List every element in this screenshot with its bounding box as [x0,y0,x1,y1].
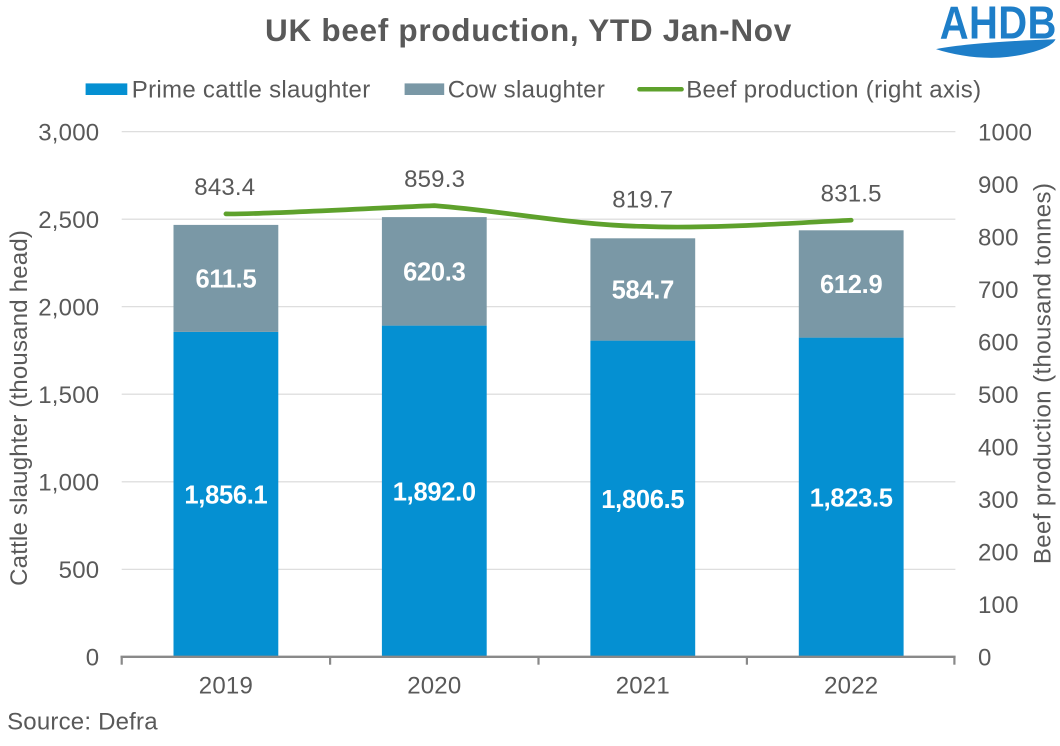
svg-text:2,000: 2,000 [38,295,99,322]
svg-text:831.5: 831.5 [821,180,882,207]
svg-text:500: 500 [59,557,100,584]
svg-text:819.7: 819.7 [612,187,673,214]
svg-text:620.3: 620.3 [403,259,465,287]
svg-text:300: 300 [978,487,1019,514]
svg-text:Cow slaughter: Cow slaughter [448,77,605,104]
svg-text:612.9: 612.9 [820,271,882,299]
svg-text:1,892.0: 1,892.0 [393,478,476,506]
svg-text:2021: 2021 [616,673,670,700]
svg-text:900: 900 [978,172,1019,199]
svg-text:500: 500 [978,382,1019,409]
svg-text:2022: 2022 [824,673,878,700]
svg-text:700: 700 [978,277,1019,304]
svg-text:859.3: 859.3 [404,166,465,193]
svg-text:2020: 2020 [407,673,461,700]
svg-text:1000: 1000 [978,120,1032,147]
svg-text:1,500: 1,500 [38,382,99,409]
svg-text:Source: Defra: Source: Defra [7,709,158,736]
svg-text:Beef production (thousand tonn: Beef production (thousand tonnes) [1030,183,1057,564]
svg-text:1,856.1: 1,856.1 [184,482,267,510]
svg-text:0: 0 [978,645,992,672]
svg-text:2,500: 2,500 [38,207,99,234]
svg-text:600: 600 [978,330,1019,357]
svg-text:2019: 2019 [199,673,253,700]
svg-text:Beef production (right axis): Beef production (right axis) [686,77,981,104]
svg-text:200: 200 [978,540,1019,567]
svg-text:UK beef production, YTD Jan-No: UK beef production, YTD Jan-Nov [265,12,792,48]
svg-text:Prime cattle slaughter: Prime cattle slaughter [132,77,371,104]
svg-text:1,000: 1,000 [38,470,99,497]
svg-text:1,806.5: 1,806.5 [601,486,684,514]
svg-text:843.4: 843.4 [194,174,255,201]
svg-text:584.7: 584.7 [612,277,674,305]
svg-text:611.5: 611.5 [195,266,256,294]
svg-text:400: 400 [978,435,1019,462]
svg-text:0: 0 [86,645,100,672]
svg-text:3,000: 3,000 [38,120,99,147]
svg-text:100: 100 [978,592,1019,619]
svg-text:1,823.5: 1,823.5 [810,484,893,512]
svg-text:Cattle slaughter (thousand hea: Cattle slaughter (thousand head) [6,230,33,586]
svg-text:800: 800 [978,225,1019,252]
